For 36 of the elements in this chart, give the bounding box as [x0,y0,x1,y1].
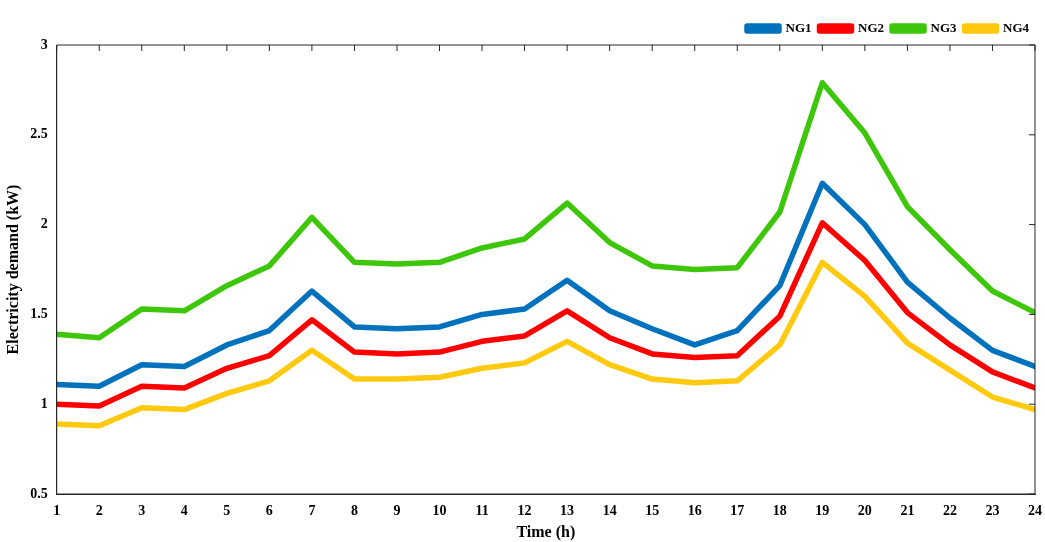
x-axis-title: Time (h) [516,522,576,541]
x-tick-label: 24 [1028,503,1042,519]
x-tick-label: 10 [432,503,447,519]
x-tick-label: 2 [95,503,103,519]
x-tick-label: 3 [138,503,146,519]
x-tick-label: 11 [475,503,489,519]
x-tick-label: 13 [560,503,575,519]
x-tick-label: 17 [730,503,745,519]
legend-label: NG1 [785,19,812,35]
y-tick-label: 1 [40,395,48,411]
x-tick-label: 15 [645,503,660,519]
y-tick-label: 2 [40,216,48,232]
y-axis-title: Electricity demand (kW) [3,184,22,355]
x-tick-label: 4 [180,503,188,519]
x-tick-label: 18 [772,503,787,519]
x-tick-label: 14 [602,503,617,519]
x-tick-label: 8 [350,503,358,519]
x-tick-label: 21 [900,503,915,519]
x-tick-label: 12 [517,503,532,519]
y-tick-label: 3 [40,36,48,52]
x-tick-label: 19 [815,503,830,519]
y-tick-label: 2.5 [30,126,48,142]
x-tick-label: 5 [223,503,231,519]
legend-label: NG2 [858,19,884,35]
x-tick-label: 1 [53,503,61,519]
x-tick-label: 16 [687,503,702,519]
legend-label: NG4 [1003,19,1030,35]
y-tick-label: 1.5 [30,306,48,322]
x-tick-label: 20 [857,503,872,519]
x-tick-label: 7 [308,503,316,519]
x-tick-label: 23 [985,503,1000,519]
y-tick-label: 0.5 [30,485,48,501]
x-tick-label: 6 [265,503,273,519]
x-tick-label: 9 [393,503,401,519]
legend-label: NG3 [930,19,957,35]
x-tick-label: 22 [942,503,957,519]
